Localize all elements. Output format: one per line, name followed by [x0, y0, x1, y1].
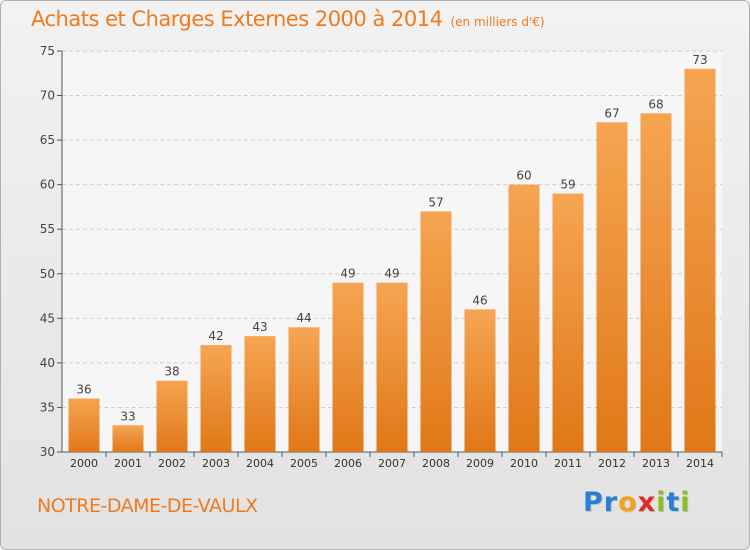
- chart-title: Achats et Charges Externes 2000 à 2014 (e…: [31, 7, 545, 31]
- value-label: 36: [76, 383, 91, 397]
- bar: [464, 309, 496, 452]
- y-tick-label: 40: [40, 356, 55, 370]
- place-name: NOTRE-DAME-DE-VAULX: [37, 495, 258, 517]
- value-labels: 36 33 38 42 43 44 49 49 57 46 60 59 67 68 73: [76, 53, 707, 423]
- x-tick-label: 2004: [246, 457, 274, 470]
- title-text: Achats et Charges Externes 2000 à 2014: [31, 7, 443, 31]
- x-tick-label: 2008: [422, 457, 450, 470]
- x-tick-label: 2009: [466, 457, 494, 470]
- logo-letter: i: [656, 487, 667, 518]
- logo-letter: r: [603, 487, 619, 518]
- unit-label: (en milliers d'€): [450, 15, 545, 29]
- x-tick-label: 2002: [158, 457, 186, 470]
- value-label: 68: [648, 97, 663, 111]
- x-tick-label: 2012: [598, 457, 626, 470]
- bar: [508, 184, 540, 452]
- bar: [68, 398, 100, 452]
- value-label: 49: [340, 267, 355, 281]
- x-tick-label: 2007: [378, 457, 406, 470]
- y-tick-label: 30: [40, 445, 55, 459]
- x-tick-label: 2000: [70, 457, 98, 470]
- logo-letter: P: [583, 487, 604, 518]
- proxiti-logo: Proxiti: [583, 487, 691, 518]
- value-label: 49: [384, 267, 399, 281]
- bar: [596, 122, 628, 453]
- y-tick-labels: 30 35 40 45 50 55 60 65 70 75: [40, 44, 55, 459]
- y-tick-label: 35: [40, 400, 55, 414]
- x-tick-label: 2001: [114, 457, 142, 470]
- x-tick-label: 2005: [290, 457, 318, 470]
- x-tick-label: 2006: [334, 457, 362, 470]
- value-label: 42: [208, 329, 223, 343]
- value-label: 57: [428, 195, 443, 209]
- bar: [332, 282, 364, 452]
- bar: [684, 68, 716, 453]
- x-tick-label: 2014: [686, 457, 714, 470]
- y-tick-label: 60: [40, 178, 55, 192]
- x-tick-label: 2011: [554, 457, 582, 470]
- bars: [68, 68, 716, 453]
- bar: [640, 113, 672, 452]
- logo-letter: t: [666, 487, 681, 518]
- value-label: 67: [604, 106, 619, 120]
- bar: [288, 327, 320, 452]
- bar: [376, 282, 408, 452]
- y-tick-label: 55: [40, 222, 55, 236]
- logo-letter: i: [680, 487, 691, 518]
- bar: [156, 380, 188, 452]
- bar: [420, 211, 452, 452]
- value-label: 73: [692, 53, 707, 67]
- value-label: 43: [252, 320, 267, 334]
- y-tick-label: 65: [40, 133, 55, 147]
- x-tick-labels: 2000 2001 2002 2003 2004 2005 2006 2007 2008 2009…: [70, 457, 714, 470]
- logo-letter: o: [618, 487, 638, 518]
- y-tick-label: 50: [40, 267, 55, 281]
- bar: [244, 336, 276, 452]
- value-label: 59: [560, 178, 575, 192]
- value-label: 38: [164, 365, 179, 379]
- logo-letter: x: [637, 487, 657, 518]
- x-tick-label: 2013: [642, 457, 670, 470]
- y-tick-label: 45: [40, 311, 55, 325]
- bar: [552, 193, 584, 453]
- y-tick-label: 70: [40, 89, 55, 103]
- value-label: 44: [296, 311, 311, 325]
- bar: [112, 425, 144, 452]
- value-label: 60: [516, 169, 531, 183]
- x-tick-label: 2003: [202, 457, 230, 470]
- value-label: 33: [120, 409, 135, 423]
- value-label: 46: [472, 293, 487, 307]
- x-tick-label: 2010: [510, 457, 538, 470]
- y-tick-label: 75: [40, 44, 55, 58]
- bar: [200, 345, 232, 452]
